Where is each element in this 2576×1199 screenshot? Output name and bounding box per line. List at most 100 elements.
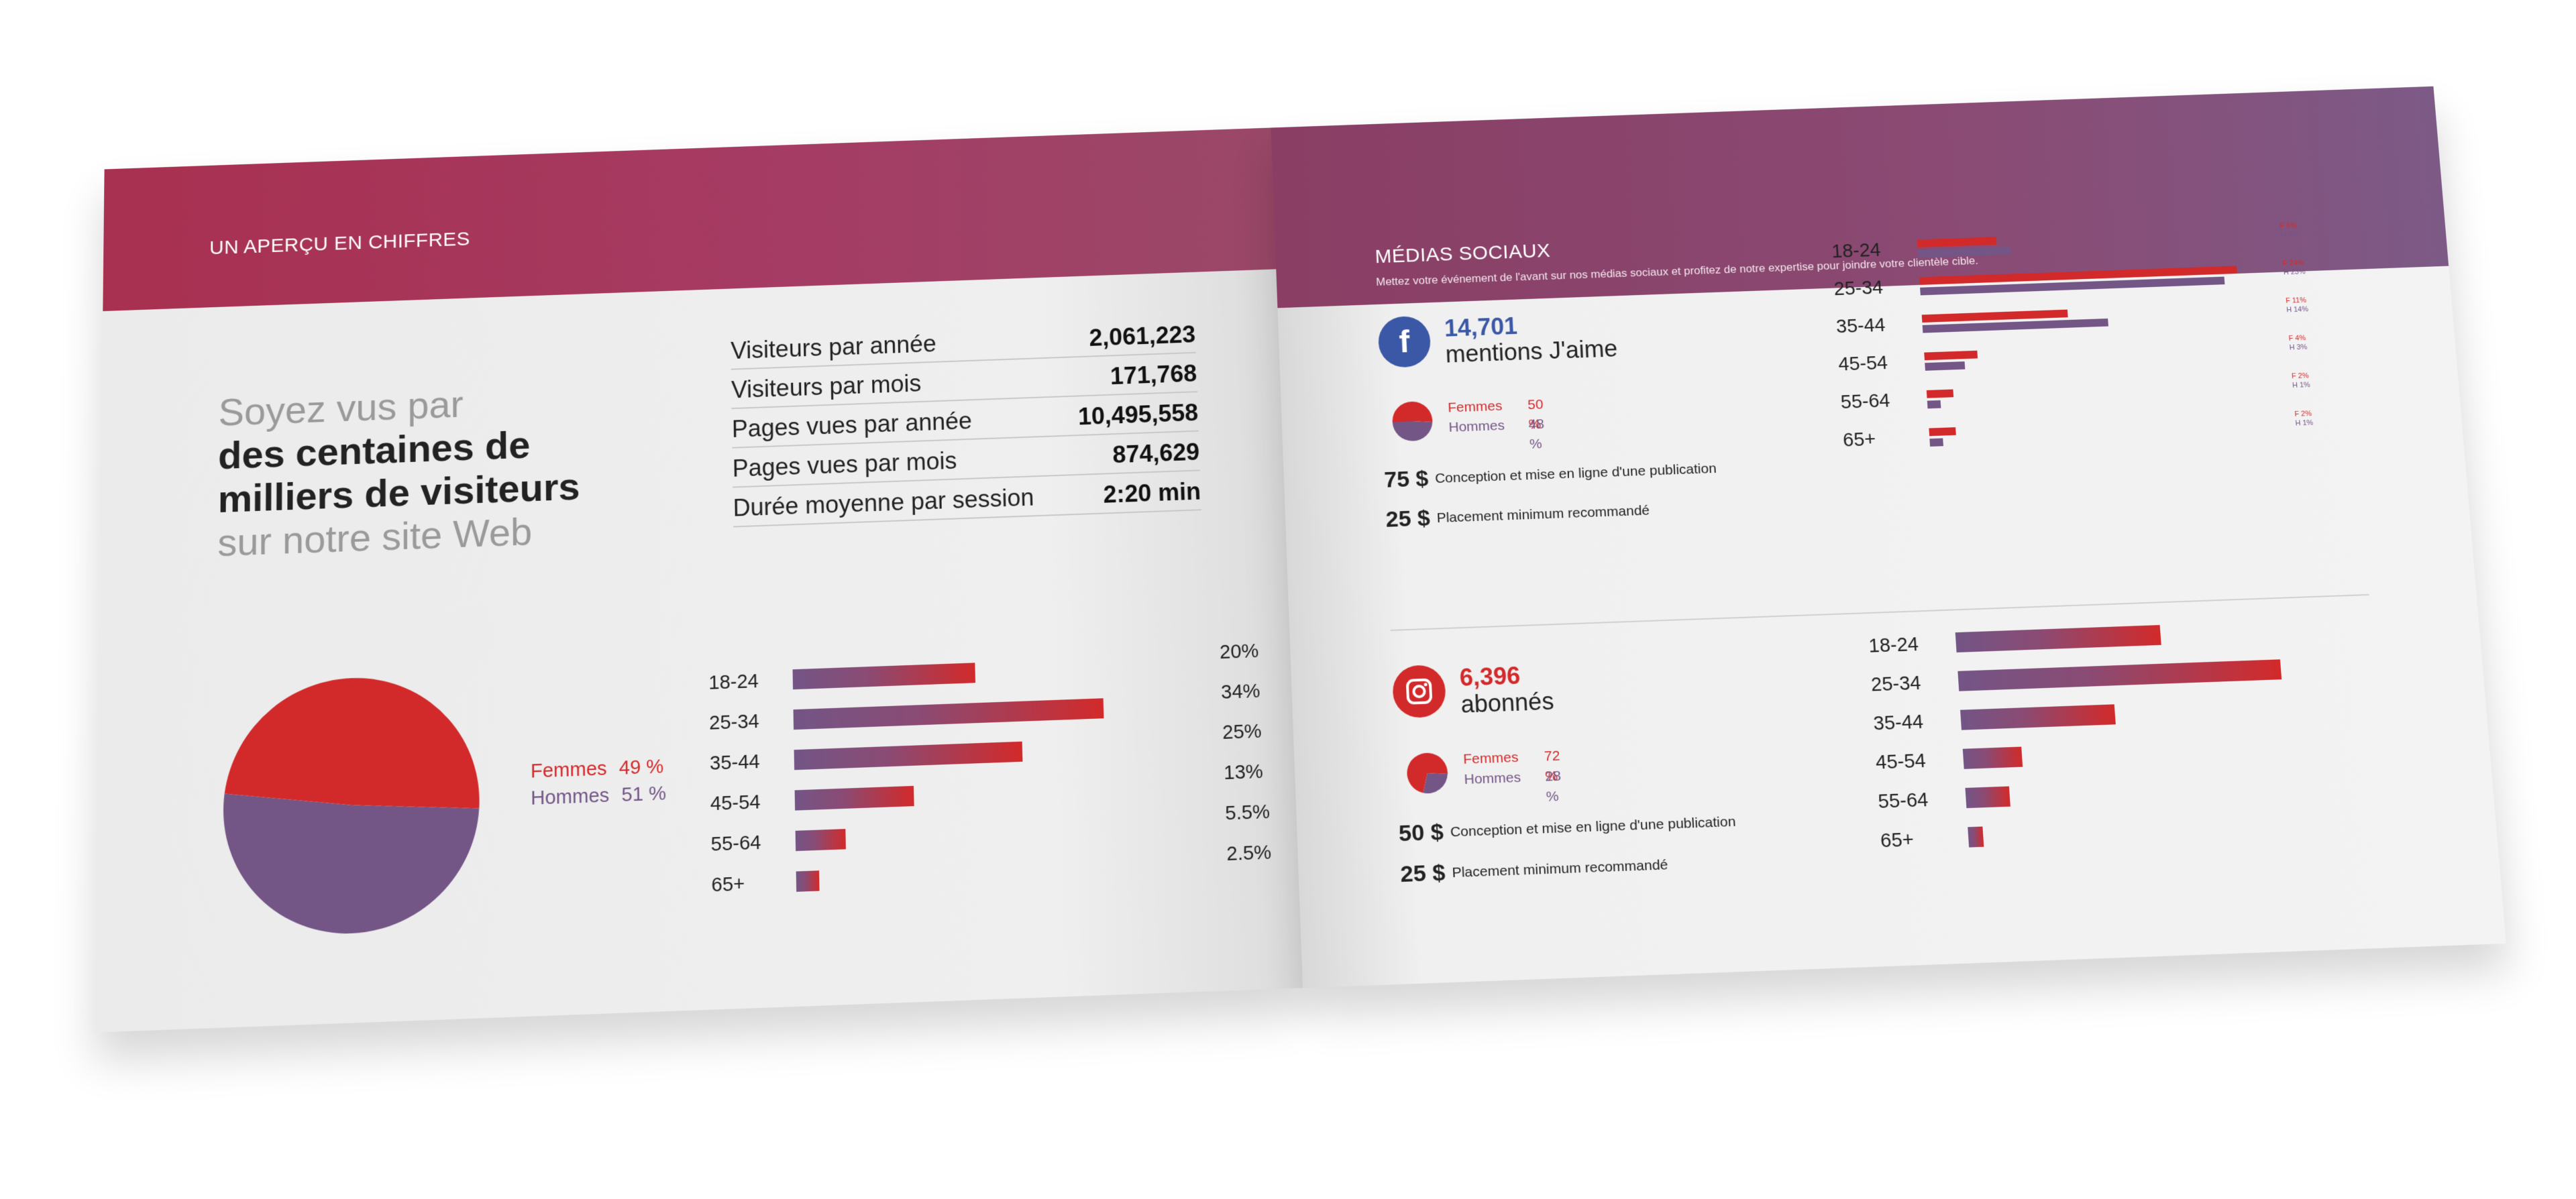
brochure-spread: UN APERÇU EN CHIFFRES Soyez vus par des … xyxy=(94,87,2513,1115)
price-row: 25 $ Placement minimum recommandé xyxy=(1385,498,1650,533)
pct-femmes: F 4% xyxy=(2288,333,2307,343)
stats-table: Visiteurs par année 2,061,223 Visiteurs … xyxy=(731,315,1201,528)
price-amount: 75 $ xyxy=(1384,466,1429,493)
fb-hommes-label: Hommes xyxy=(1448,418,1505,435)
stat-value: 2,061,223 xyxy=(1089,321,1196,351)
legend-hommes-label: Hommes xyxy=(531,785,609,809)
left-band-title: UN APERÇU EN CHIFFRES xyxy=(209,228,470,260)
age-label: 45-54 xyxy=(1838,353,1888,376)
pct-femmes: F 6% xyxy=(2279,221,2298,230)
bar-hommes xyxy=(1927,400,1941,408)
facebook-age-chart: 18-24 F 6% H 7% 25-34 F 24% H 23% 35-44 F 11% H … xyxy=(1831,215,2443,463)
age-pct: 2.5% xyxy=(1226,842,1272,866)
ig-age-bar xyxy=(1963,747,2023,769)
pct-hommes: H 7% xyxy=(2280,230,2299,239)
age-bar xyxy=(793,663,975,689)
instagram-age-chart: 18-24 25-34 35-44 45-54 55-64 65+ xyxy=(1868,610,2423,863)
fb-age-pct: F 11% H 14% xyxy=(2286,296,2309,315)
age-pct: 13% xyxy=(1224,761,1264,785)
price-amount: 25 $ xyxy=(1400,860,1446,887)
age-label: 65+ xyxy=(1842,429,1876,452)
ig-age-bar xyxy=(1965,787,2010,809)
age-label: 25-34 xyxy=(1833,277,1884,300)
stat-label: Pages vues par année xyxy=(732,407,973,443)
age-label: 65+ xyxy=(1880,829,1915,852)
age-bar xyxy=(795,786,914,811)
age-label: 18-24 xyxy=(1831,240,1882,263)
age-label: 45-54 xyxy=(1875,750,1927,775)
pie-slice-hommes xyxy=(1393,420,1434,441)
pct-femmes: F 2% xyxy=(2292,372,2310,382)
ig-age-bar xyxy=(1957,659,2282,691)
facebook-section: f 14,701 mentions J'aime Femmes 50 % Homm… xyxy=(1278,279,2475,624)
price-row: 75 $ Conception et mise en ligne d'une pu… xyxy=(1384,455,1717,493)
price-desc: Placement minimum recommandé xyxy=(1452,857,1668,880)
legend-femmes-pct: 49 % xyxy=(619,756,664,779)
ig-age-bar xyxy=(1968,827,1984,848)
age-label: 35-44 xyxy=(710,751,760,775)
stat-value: 874,629 xyxy=(1112,438,1200,469)
price-amount: 25 $ xyxy=(1385,506,1431,532)
facebook-gender-legend: Femmes 50 % Hommes 48 % xyxy=(1448,396,1505,438)
age-label: 55-64 xyxy=(1878,789,1929,813)
pct-hommes: H 1% xyxy=(2292,380,2311,390)
ig-hommes-pct: 28 % xyxy=(1545,766,1562,807)
stat-value: 171,768 xyxy=(1110,359,1197,390)
age-bar xyxy=(794,742,1023,770)
instagram-section: 6,396 abonnés Femmes 72 % Hommes 28 % 50 $… xyxy=(1291,627,2506,981)
ig-age-bar xyxy=(1960,704,2116,730)
pct-hommes: H 1% xyxy=(2295,418,2314,429)
legend-femmes-label: Femmes xyxy=(531,758,607,782)
pct-hommes: H 23% xyxy=(2283,268,2306,278)
facebook-gender-pie xyxy=(1391,400,1434,446)
price-row: 50 $ Conception et mise en ligne d'une pu… xyxy=(1398,809,1736,848)
pct-femmes: F 2% xyxy=(2294,409,2313,419)
age-label: 55-64 xyxy=(1840,390,1890,414)
facebook-count-label: mentions J'aime xyxy=(1445,335,1618,368)
instagram-count: 6,396 xyxy=(1459,662,1521,692)
instagram-gender-pie xyxy=(1405,752,1449,799)
pct-hommes: H 3% xyxy=(2289,343,2308,353)
bar-femmes xyxy=(1924,351,1978,360)
stat-value: 2:20 min xyxy=(1103,477,1201,508)
age-label: 45-54 xyxy=(710,791,761,815)
age-bar-chart: 18-24 20% 25-34 34% 35-44 25% 45-54 13% 55-64 5.5… xyxy=(708,644,1289,907)
stat-label: Pages vues par mois xyxy=(732,447,957,482)
age-pct: 25% xyxy=(1222,721,1262,744)
stat-label: Visiteurs par mois xyxy=(731,369,922,404)
fb-age-pct: F 24% H 23% xyxy=(2282,258,2306,277)
price-amount: 50 $ xyxy=(1398,819,1444,847)
instagram-gender-legend: Femmes 72 % Hommes 28 % xyxy=(1463,748,1521,790)
ig-age-bar xyxy=(1955,625,2162,652)
stat-label: Durée moyenne par session xyxy=(733,483,1034,522)
pie-slice-hommes xyxy=(223,785,480,938)
age-bar xyxy=(794,698,1104,730)
left-header-band: UN APERÇU EN CHIFFRES xyxy=(103,127,1276,311)
age-label: 18-24 xyxy=(708,671,759,695)
right-page: MÉDIAS SOCIAUX Mettez votre événement de… xyxy=(1271,87,2506,988)
instagram-count-label: abonnés xyxy=(1460,687,1555,719)
fb-age-pct: F 6% H 7% xyxy=(2279,221,2299,239)
bar-femmes xyxy=(1929,427,1955,436)
ig-hommes-label: Hommes xyxy=(1464,770,1521,787)
gender-legend: Femmes 49 % Hommes 51 % xyxy=(531,753,666,812)
pct-femmes: F 11% xyxy=(2286,296,2308,306)
age-pct: 34% xyxy=(1221,681,1260,704)
pct-femmes: F 24% xyxy=(2282,258,2305,268)
fb-femmes-label: Femmes xyxy=(1448,398,1503,415)
facebook-glyph: f xyxy=(1377,316,1431,368)
age-bar xyxy=(796,829,847,851)
price-row: 25 $ Placement minimum recommandé xyxy=(1400,852,1669,888)
instagram-icon xyxy=(1392,665,1447,719)
age-pct: 5.5% xyxy=(1225,801,1271,825)
pct-hommes: H 14% xyxy=(2286,305,2309,315)
fb-age-pct: F 4% H 3% xyxy=(2288,333,2308,352)
age-label: 35-44 xyxy=(1873,711,1924,736)
age-pct: 20% xyxy=(1220,640,1259,664)
bar-hommes xyxy=(1918,247,2011,258)
age-label: 65+ xyxy=(711,873,745,897)
pie-slice-femmes xyxy=(1391,401,1432,423)
age-label: 35-44 xyxy=(1835,315,1886,338)
stat-label: Visiteurs par année xyxy=(731,330,936,365)
fb-age-pct: F 2% H 1% xyxy=(2292,372,2311,390)
